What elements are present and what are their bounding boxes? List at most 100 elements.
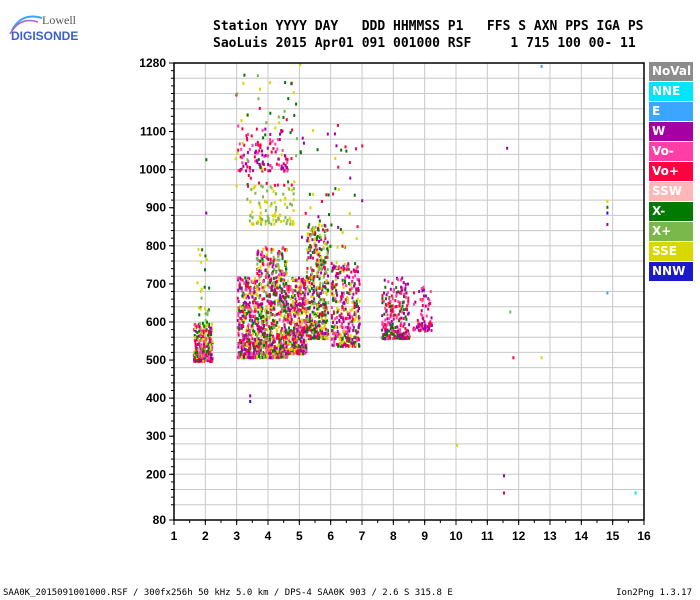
data-point bbox=[320, 331, 323, 335]
data-point bbox=[316, 248, 319, 252]
data-point bbox=[281, 345, 284, 349]
data-point bbox=[265, 315, 268, 319]
data-point bbox=[244, 348, 247, 352]
data-point bbox=[340, 297, 343, 301]
data-point bbox=[268, 356, 271, 360]
data-point bbox=[276, 332, 279, 336]
data-point bbox=[285, 349, 288, 353]
data-point bbox=[256, 284, 259, 288]
data-point bbox=[286, 158, 289, 162]
data-point bbox=[344, 298, 347, 302]
data-point bbox=[330, 316, 333, 320]
data-point bbox=[286, 169, 289, 173]
data-point bbox=[258, 203, 261, 207]
data-point bbox=[194, 344, 197, 348]
data-point bbox=[358, 344, 361, 348]
data-point bbox=[306, 320, 309, 324]
data-point bbox=[421, 299, 424, 303]
data-point bbox=[316, 291, 319, 295]
x-tick-label: 9 bbox=[421, 529, 428, 543]
data-point bbox=[249, 314, 252, 318]
data-point bbox=[407, 299, 410, 303]
data-point bbox=[209, 343, 212, 347]
data-point bbox=[260, 312, 263, 316]
data-point bbox=[336, 306, 339, 310]
data-point bbox=[270, 288, 273, 292]
data-point bbox=[299, 331, 302, 335]
data-point bbox=[321, 297, 324, 301]
data-point bbox=[323, 223, 326, 227]
data-point bbox=[265, 346, 268, 350]
data-point bbox=[291, 288, 294, 292]
data-point bbox=[256, 300, 259, 304]
data-point bbox=[339, 295, 342, 299]
data-point bbox=[338, 265, 341, 269]
data-point bbox=[305, 309, 308, 313]
data-point bbox=[284, 315, 287, 319]
data-point bbox=[285, 282, 288, 286]
data-point bbox=[306, 279, 309, 283]
y-tick-label: 80 bbox=[153, 513, 167, 527]
data-point bbox=[401, 301, 404, 305]
data-point bbox=[237, 314, 240, 318]
data-point bbox=[248, 277, 251, 281]
data-point bbox=[308, 320, 311, 324]
data-point bbox=[200, 345, 203, 349]
data-point bbox=[273, 325, 276, 329]
data-point bbox=[407, 332, 410, 336]
data-point bbox=[198, 321, 201, 325]
data-point bbox=[294, 332, 297, 336]
data-point bbox=[284, 296, 287, 300]
data-point bbox=[311, 336, 314, 340]
data-point bbox=[285, 248, 288, 252]
data-point bbox=[318, 223, 321, 227]
data-point bbox=[247, 292, 250, 296]
data-point bbox=[324, 313, 327, 317]
data-point bbox=[341, 231, 344, 235]
data-point bbox=[309, 234, 312, 238]
data-point bbox=[266, 271, 269, 275]
data-point bbox=[242, 346, 245, 350]
data-point bbox=[256, 151, 259, 155]
data-point bbox=[287, 331, 290, 335]
data-point bbox=[269, 142, 272, 146]
data-point bbox=[247, 310, 250, 314]
data-point bbox=[303, 325, 306, 329]
data-point bbox=[322, 319, 325, 323]
data-point bbox=[301, 322, 304, 326]
data-point bbox=[198, 313, 201, 317]
data-point bbox=[257, 348, 260, 352]
data-point bbox=[245, 343, 248, 347]
data-point bbox=[238, 338, 241, 342]
data-point bbox=[202, 339, 205, 343]
data-point bbox=[259, 346, 262, 350]
data-point bbox=[318, 292, 321, 296]
data-point bbox=[285, 270, 288, 274]
data-point bbox=[193, 350, 196, 354]
chart-grid bbox=[174, 63, 644, 520]
data-point bbox=[285, 332, 288, 336]
data-point bbox=[257, 266, 260, 270]
data-point bbox=[275, 351, 278, 355]
data-point bbox=[283, 109, 286, 113]
data-point bbox=[422, 294, 425, 298]
data-point bbox=[201, 248, 204, 252]
data-point bbox=[298, 320, 301, 324]
data-point bbox=[255, 350, 258, 354]
data-point bbox=[245, 340, 248, 344]
data-point bbox=[392, 288, 395, 292]
data-point bbox=[290, 331, 293, 335]
data-point bbox=[271, 270, 274, 274]
data-point bbox=[388, 320, 391, 324]
data-point bbox=[314, 323, 317, 327]
data-point bbox=[356, 270, 359, 274]
data-point bbox=[256, 351, 259, 355]
data-point bbox=[267, 294, 270, 298]
data-point bbox=[430, 316, 433, 320]
data-point bbox=[199, 343, 202, 347]
data-point bbox=[324, 305, 327, 309]
data-point bbox=[308, 289, 311, 293]
data-point bbox=[323, 266, 326, 270]
data-point bbox=[306, 248, 309, 252]
data-point bbox=[243, 305, 246, 309]
